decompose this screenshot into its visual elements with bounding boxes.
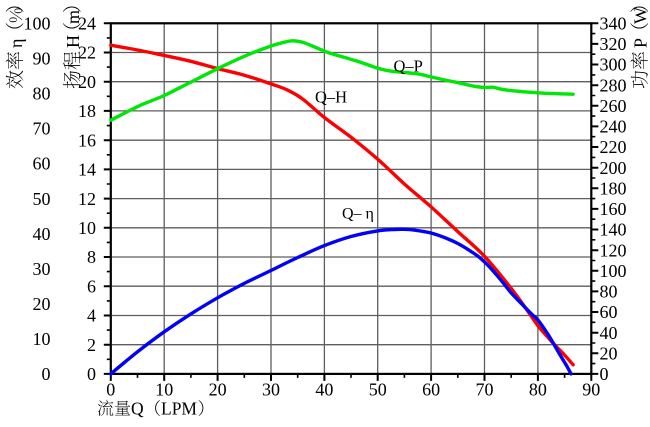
svg-text:4: 4 xyxy=(87,306,96,326)
svg-text:20: 20 xyxy=(78,72,96,92)
svg-text:80: 80 xyxy=(33,84,51,104)
svg-text:P: P xyxy=(631,38,650,48)
svg-text:80: 80 xyxy=(600,282,618,302)
svg-text:70: 70 xyxy=(476,380,494,400)
svg-text:Q–H: Q–H xyxy=(315,88,347,107)
svg-text:40: 40 xyxy=(600,323,618,343)
svg-text:0: 0 xyxy=(87,364,96,384)
svg-text:100: 100 xyxy=(600,261,627,281)
svg-text:H: H xyxy=(63,35,83,48)
svg-text:50: 50 xyxy=(33,189,51,209)
svg-text:0: 0 xyxy=(106,380,115,400)
svg-text:120: 120 xyxy=(600,240,627,260)
svg-text:320: 320 xyxy=(600,34,627,54)
svg-text:60: 60 xyxy=(422,380,440,400)
svg-text:180: 180 xyxy=(600,179,627,199)
svg-text:260: 260 xyxy=(600,96,627,116)
svg-text:30: 30 xyxy=(33,259,51,279)
svg-text:η: η xyxy=(6,39,26,48)
svg-text:100: 100 xyxy=(24,14,51,34)
svg-text:2: 2 xyxy=(87,335,96,355)
svg-text:10: 10 xyxy=(155,380,173,400)
svg-text:6: 6 xyxy=(87,276,96,296)
svg-text:W: W xyxy=(631,7,650,24)
svg-text:18: 18 xyxy=(78,101,96,121)
svg-text:Q: Q xyxy=(131,399,144,419)
svg-text:60: 60 xyxy=(33,154,51,174)
svg-text:20: 20 xyxy=(600,344,618,364)
svg-text:m: m xyxy=(63,10,83,24)
svg-text:60: 60 xyxy=(600,302,618,322)
svg-text:300: 300 xyxy=(600,55,627,75)
svg-text:20: 20 xyxy=(209,380,227,400)
svg-text:140: 140 xyxy=(600,220,627,240)
svg-text:90: 90 xyxy=(33,49,51,69)
svg-text:240: 240 xyxy=(600,117,627,137)
svg-text:340: 340 xyxy=(600,14,627,34)
svg-text:80: 80 xyxy=(529,380,547,400)
svg-text:16: 16 xyxy=(78,130,96,150)
svg-text:8: 8 xyxy=(87,247,96,267)
svg-text:0: 0 xyxy=(600,364,609,384)
svg-text:0: 0 xyxy=(42,364,51,384)
svg-text:10: 10 xyxy=(78,218,96,238)
svg-text:12: 12 xyxy=(78,189,96,209)
svg-text:10: 10 xyxy=(33,329,51,349)
svg-text:40: 40 xyxy=(33,224,51,244)
svg-text:220: 220 xyxy=(600,137,627,157)
svg-text:LPM: LPM xyxy=(161,399,197,419)
svg-text:40: 40 xyxy=(315,380,333,400)
svg-text:280: 280 xyxy=(600,75,627,95)
svg-text:14: 14 xyxy=(78,160,96,180)
svg-text:20: 20 xyxy=(33,294,51,314)
svg-text:70: 70 xyxy=(33,119,51,139)
svg-text:Q–P: Q–P xyxy=(394,57,423,76)
svg-text:200: 200 xyxy=(600,158,627,178)
svg-text:160: 160 xyxy=(600,199,627,219)
svg-text:Q– η: Q– η xyxy=(342,206,374,223)
svg-text:90: 90 xyxy=(582,380,600,400)
svg-text:50: 50 xyxy=(369,380,387,400)
svg-text:30: 30 xyxy=(262,380,280,400)
